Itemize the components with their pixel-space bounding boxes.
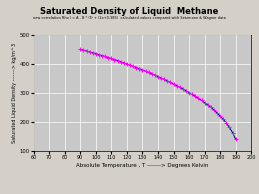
Text: Saturated Density of Liquid  Methane: Saturated Density of Liquid Methane [40,7,219,16]
Y-axis label: Saturated Liquid Density -------> kg/m^3: Saturated Liquid Density -------> kg/m^3 [12,43,17,143]
Text: new correlation Rho l = A - B * (Tr + (2x+0.385)  calculated values compared wit: new correlation Rho l = A - B * (Tr + (2… [33,16,226,21]
X-axis label: Absolute Temperature , T -------> Degrees Kelvin: Absolute Temperature , T -------> Degree… [76,163,209,168]
